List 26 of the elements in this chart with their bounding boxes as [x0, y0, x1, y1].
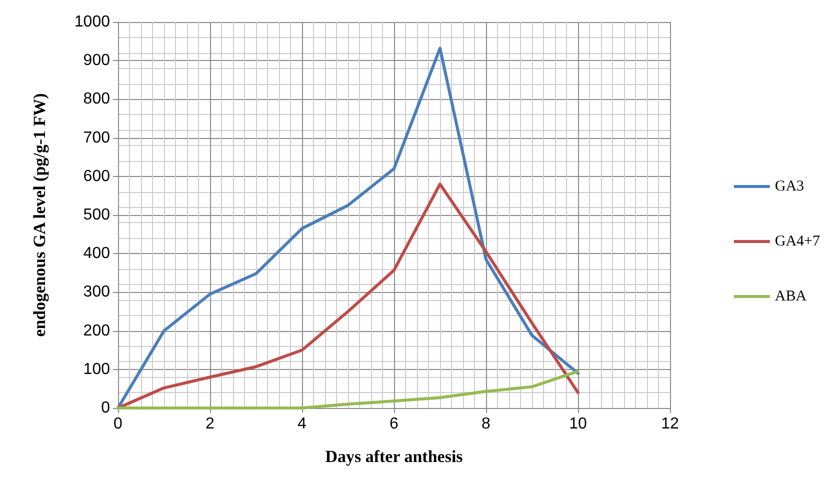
x-tick-label: 0 [114, 416, 123, 432]
y-tick-label: 100 [83, 360, 110, 378]
x-tick-label: 2 [206, 416, 215, 432]
x-tick-label: 12 [661, 416, 679, 432]
y-tick-label: 300 [83, 284, 110, 301]
x-axis-title: Days after anthesis [325, 447, 464, 466]
legend-label: ABA [774, 288, 807, 304]
y-tick-label: 600 [83, 168, 110, 185]
x-tick-label: 10 [569, 416, 587, 432]
y-tick-label: 1000 [74, 14, 110, 30]
line-series [116, 46, 580, 410]
y-tick-label: 200 [83, 322, 110, 340]
x-tick-label: 8 [482, 416, 491, 432]
y-tick-label: 500 [83, 206, 110, 224]
y-tick-label: 0 [101, 400, 110, 416]
y-tick-label: 900 [83, 52, 110, 70]
y-axis-title: endogenous GA level (pg/g-1 FW) [30, 93, 49, 337]
line-series [116, 182, 580, 410]
line-series [116, 370, 580, 410]
x-tick-label: 6 [390, 416, 399, 432]
y-tick-label: 700 [83, 129, 110, 146]
x-tick-label: 4 [298, 416, 307, 432]
y-tick-label: 400 [83, 245, 110, 262]
y-tick-label: 800 [83, 90, 110, 108]
legend-label: GA3 [774, 178, 804, 194]
legend-label: GA4+7 [774, 234, 820, 250]
